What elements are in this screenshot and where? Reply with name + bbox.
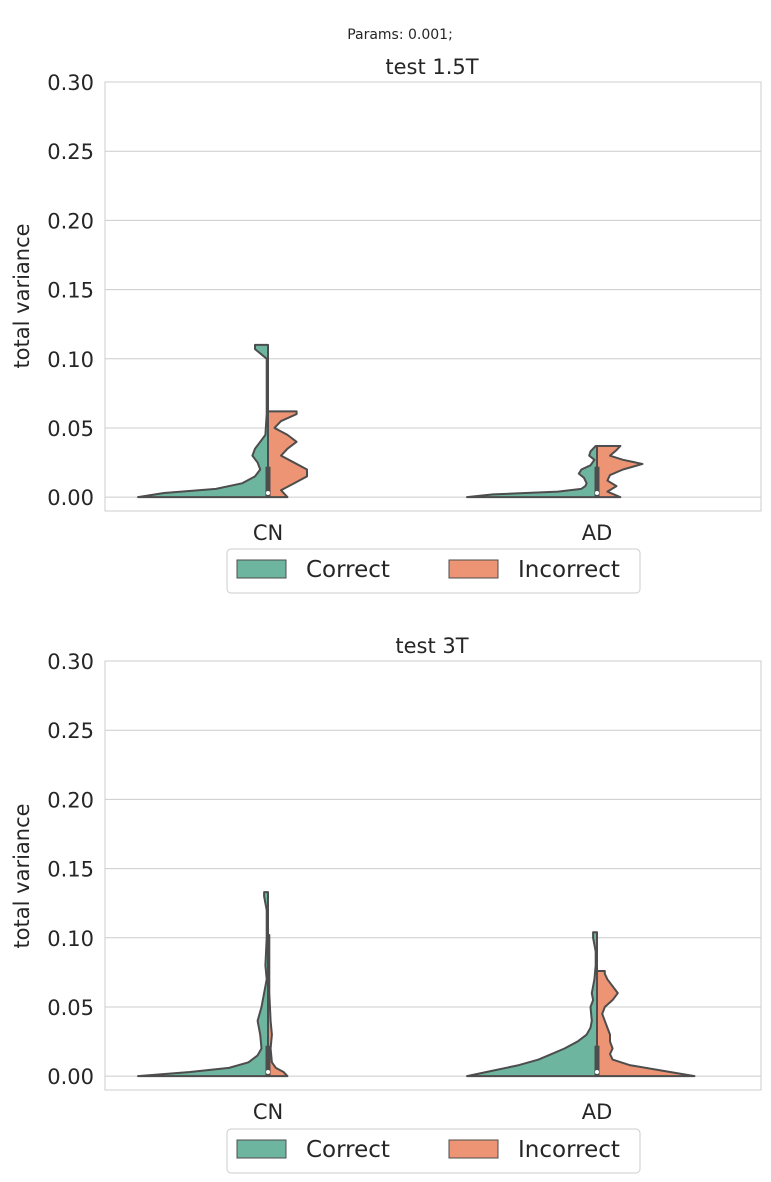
x-tick-label: AD [582, 1100, 613, 1124]
y-tick-label: 0.20 [47, 788, 94, 812]
y-tick-label: 0.30 [47, 650, 94, 674]
legend-label-correct: Correct [306, 557, 390, 583]
y-tick-label: 0.10 [47, 348, 94, 372]
y-tick-label: 0.10 [47, 927, 94, 951]
violin-correct-cn [137, 343, 269, 499]
figure-suptitle: Params: 0.001; [347, 27, 453, 43]
y-tick-label: 0.00 [47, 1065, 94, 1089]
violin-inner-box [594, 466, 600, 498]
violin-incorrect-cn [267, 934, 289, 1078]
axes-frame [104, 81, 762, 512]
y-tick-label: 0.05 [47, 996, 94, 1020]
violin-median-marker [595, 1070, 599, 1075]
legend-swatch-incorrect [448, 1139, 499, 1159]
legend: Correct Incorrect [226, 548, 641, 594]
legend: Correct Incorrect [226, 1128, 641, 1174]
y-tick-label: 0.05 [47, 417, 94, 441]
y-tick-label: 0.20 [47, 209, 94, 233]
chart-title: test 1.5T [385, 55, 478, 79]
chart-panel-test-1.5T: test 1.5T total variance 0.00 0.05 0.10 0.1… [10, 55, 762, 594]
x-tick-label: CN [253, 521, 283, 545]
legend-label-correct: Correct [306, 1137, 390, 1163]
y-tick-label: 0.15 [47, 279, 94, 303]
legend-swatch-correct [236, 559, 287, 579]
violin-incorrect-cn [267, 410, 308, 499]
y-tick-label: 0.00 [47, 486, 94, 510]
violin-inner-box [265, 1045, 271, 1077]
violin-correct-cn [137, 891, 269, 1078]
violin-incorrect-ad [596, 444, 644, 499]
legend-label-incorrect: Incorrect [518, 1137, 620, 1163]
violin-correct-ad [466, 931, 598, 1078]
y-tick-label: 0.25 [47, 140, 94, 164]
chart-panel-test-3T: test 3T total variance 0.00 0.05 0.10 0.15 0… [10, 634, 762, 1174]
legend-box [226, 1128, 641, 1174]
legend-box [226, 548, 641, 594]
violin-inner-box [594, 1045, 600, 1077]
violin-median-marker [595, 491, 599, 496]
x-tick-label: AD [582, 521, 613, 545]
legend-swatch-incorrect [448, 559, 499, 579]
y-axis-label: total variance [10, 803, 34, 948]
violin-inner-box [265, 466, 271, 498]
violin-correct-ad [466, 444, 598, 499]
y-tick-label: 0.15 [47, 858, 94, 882]
legend-label-incorrect: Incorrect [518, 557, 620, 583]
y-tick-label: 0.25 [47, 719, 94, 743]
y-axis-label: total variance [10, 223, 34, 368]
y-tick-label: 0.30 [47, 71, 94, 95]
violin-median-marker [266, 491, 270, 496]
chart-title: test 3T [395, 634, 468, 658]
violin-median-marker [266, 1070, 270, 1075]
legend-swatch-correct [236, 1139, 287, 1159]
violin-incorrect-ad [596, 969, 696, 1078]
x-tick-label: CN [253, 1100, 283, 1124]
axes-frame [104, 660, 762, 1091]
